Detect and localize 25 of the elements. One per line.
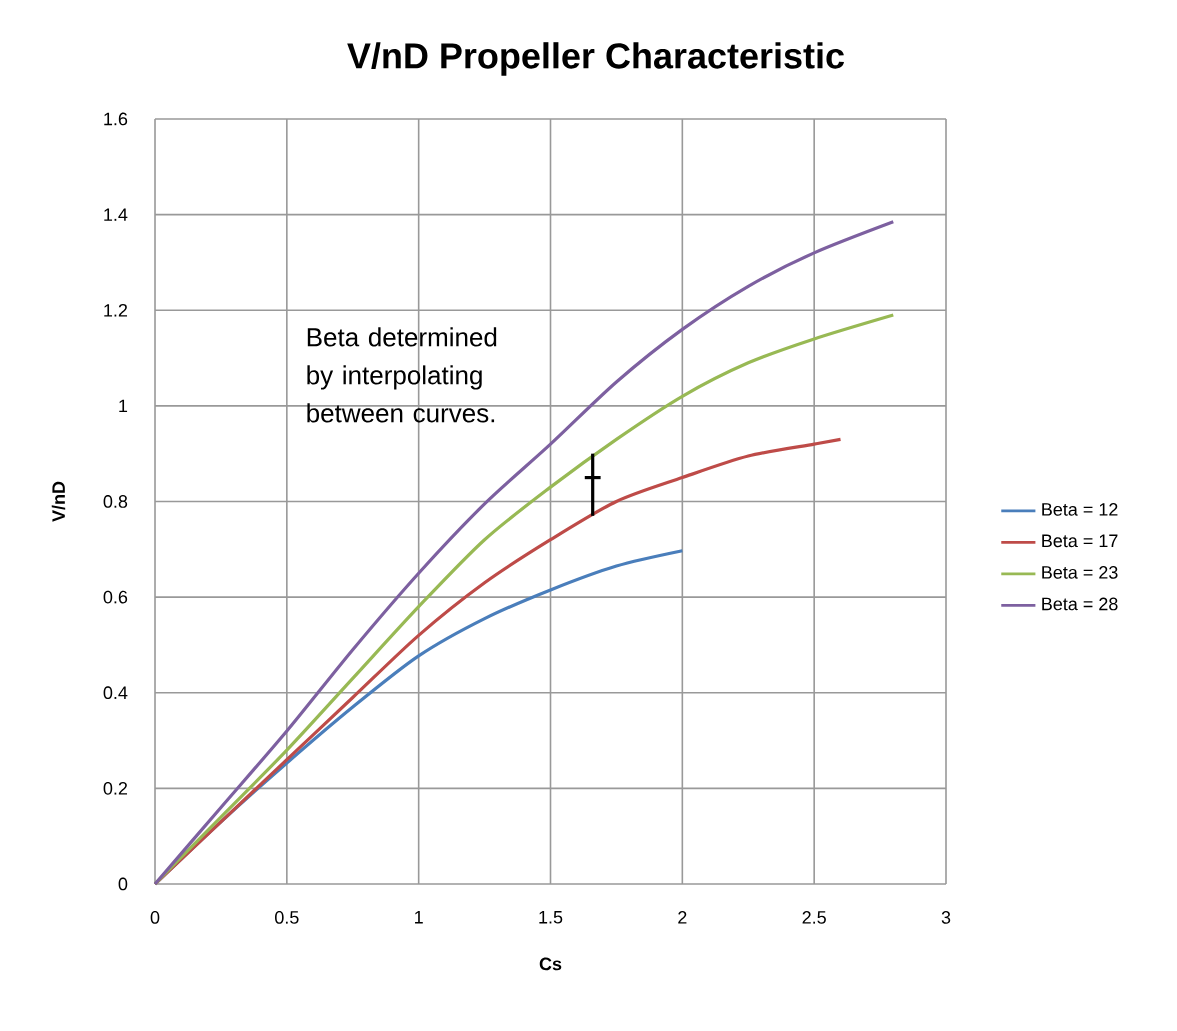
y-tick-label: 1.2 xyxy=(104,303,128,317)
y-tick-label: 0.4 xyxy=(103,686,128,700)
x-tick-label: 0 xyxy=(150,911,160,924)
y-tick-label: 0.2 xyxy=(103,781,128,795)
y-tick-label: 0.6 xyxy=(103,590,128,604)
line-series xyxy=(153,437,843,886)
legend-label: Beta = 28 xyxy=(1042,597,1118,611)
x-axis-title: Cs xyxy=(539,957,562,971)
legend-label: Beta = 12 xyxy=(1042,503,1118,516)
x-tick-label: 2 xyxy=(678,911,687,924)
x-tick-label: 2.5 xyxy=(802,911,826,924)
x-tick-label: 1 xyxy=(415,911,423,924)
x-tick-label: 3 xyxy=(941,911,951,924)
x-tick-label: 1.5 xyxy=(539,911,563,924)
annotation: Beta determined by interpolating between curves. xyxy=(307,327,497,423)
y-tick-label: 1.4 xyxy=(104,208,128,221)
x-tick-label: 0.5 xyxy=(275,911,299,924)
chart-title: V/nD Propeller Characteristic xyxy=(347,42,845,76)
y-axis-title: V/nD xyxy=(51,481,66,522)
legend-label: Beta = 17 xyxy=(1042,534,1118,548)
y-tick-label: 1 xyxy=(119,399,128,413)
y-tick-label: 1.6 xyxy=(104,112,128,126)
legend-label: Beta = 23 xyxy=(1042,566,1118,579)
y-tick-label: 0.8 xyxy=(103,495,128,508)
y-tick-label: 0 xyxy=(118,877,128,891)
